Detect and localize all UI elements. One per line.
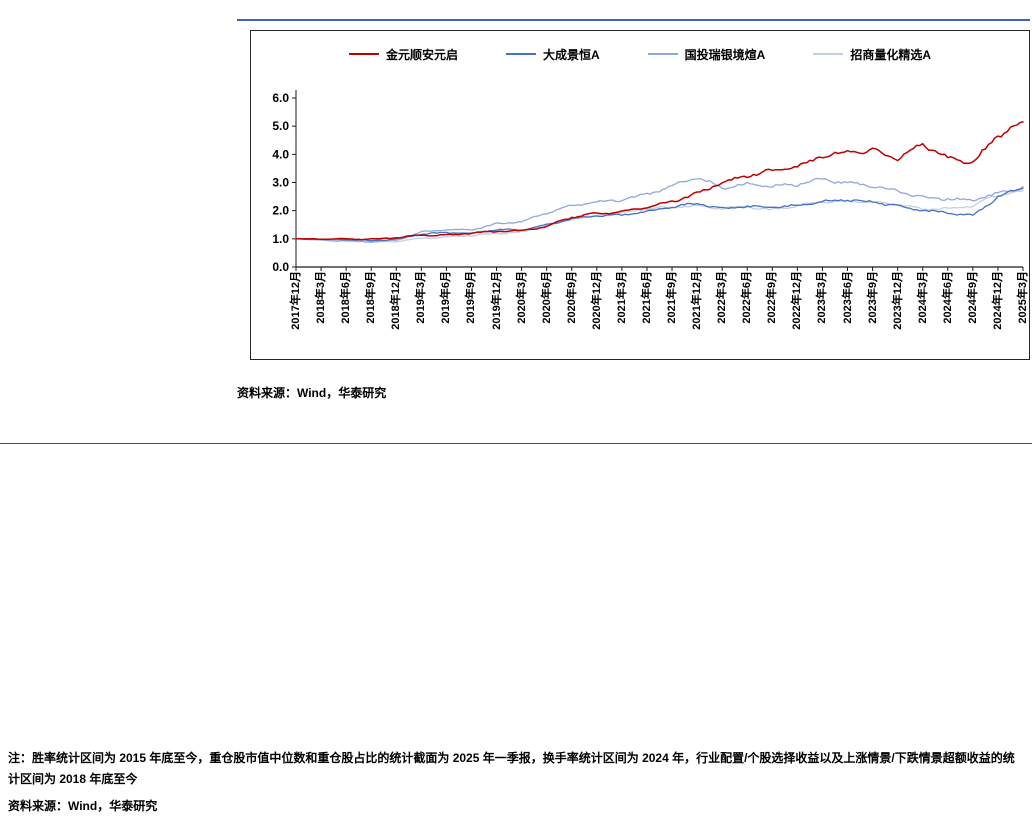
series-line: [295, 121, 1024, 241]
x-axis-label: 2020年12月: [590, 271, 603, 330]
x-axis-label: 2023年12月: [891, 271, 904, 330]
legend-item: 国投瑞银境煊A: [647, 46, 766, 63]
y-axis-tick-label: 0.0: [272, 260, 289, 274]
legend-label: 招商量化精选A: [850, 47, 932, 62]
x-axis-label: 2017年12月: [290, 271, 302, 330]
y-axis-tick-label: 1.0: [272, 232, 289, 246]
legend-line-swatch: [348, 53, 379, 55]
x-axis-label: 2024年9月: [966, 271, 979, 324]
x-axis-label: 2025年3月: [1017, 271, 1029, 324]
footnote-text: 注：胜率统计区间为 2015 年底至今，重仓股市值中位数和重仓股占比的统计截面为…: [8, 751, 1015, 786]
x-axis-label: 2023年9月: [866, 271, 879, 324]
series-line: [295, 190, 1024, 243]
y-axis-tick-label: 5.0: [272, 119, 289, 133]
footnote-source: 资料来源：Wind，华泰研究: [8, 799, 158, 813]
x-axis-label: 2020年6月: [540, 271, 553, 324]
x-axis-label: 2019年12月: [490, 271, 503, 330]
x-axis-label: 2022年3月: [716, 271, 729, 324]
y-axis-tick-label: 3.0: [272, 176, 289, 190]
x-axis-label: 2024年6月: [941, 271, 954, 324]
x-axis-label: 2018年12月: [390, 271, 403, 330]
x-axis-label: 2022年9月: [766, 271, 779, 324]
x-axis-label: 2018年9月: [365, 271, 378, 324]
series-line: [295, 177, 1024, 243]
fund-performance-chart: 金元顺安元启 大成景恒A 国投瑞银境煊A 招商量化精选A 0.0 1.0 2.0 3.0 4.…: [250, 30, 1030, 360]
x-axis-label: 2020年3月: [515, 271, 528, 324]
x-axis-label: 2024年12月: [991, 271, 1004, 330]
x-axis-label: 2024年3月: [916, 271, 929, 324]
y-axis-tick-label: 6.0: [272, 91, 289, 105]
legend-line-swatch: [647, 53, 678, 55]
chart-plot-area: 0.0 1.0 2.0 3.0 4.0 5.0 6.0: [272, 90, 1024, 274]
legend-label: 金元顺安元启: [385, 47, 458, 62]
y-axis-tick-label: 2.0: [272, 204, 289, 218]
x-axis-label: 2019年6月: [440, 271, 453, 324]
x-axis-label: 2018年6月: [340, 271, 353, 324]
legend-line-swatch: [813, 53, 844, 55]
chart-legend: 金元顺安元启 大成景恒A 国投瑞银境煊A 招商量化精选A: [251, 45, 1029, 63]
x-axis-label: 2022年6月: [741, 271, 754, 324]
x-axis-label: 2018年3月: [315, 271, 328, 324]
y-axis-tick-label: 4.0: [272, 147, 289, 161]
figure-top-rule: [237, 19, 1030, 21]
x-axis-label: 2023年3月: [816, 271, 829, 324]
legend-line-swatch: [506, 53, 536, 55]
figure-source-note: 资料来源：Wind，华泰研究: [237, 386, 387, 400]
legend-item: 大成景恒A: [506, 46, 600, 63]
x-axis-label: 2019年3月: [415, 271, 428, 324]
legend-item: 招商量化精选A: [813, 46, 931, 63]
x-axis-label: 2019年9月: [465, 271, 478, 324]
section-divider: [0, 443, 1032, 444]
x-axis-label: 2021年3月: [615, 271, 628, 324]
x-axis-label: 2021年9月: [666, 271, 679, 324]
x-axis-label: 2021年6月: [640, 271, 653, 324]
legend-label: 国投瑞银境煊A: [684, 47, 766, 62]
legend-label: 大成景恒A: [543, 47, 600, 62]
legend-item: 金元顺安元启: [348, 46, 458, 63]
footnote-block: 注：胜率统计区间为 2015 年底至今，重仓股市值中位数和重仓股占比的统计截面为…: [8, 748, 1026, 814]
x-axis-label: 2022年12月: [791, 271, 804, 330]
x-axis-label: 2023年6月: [841, 271, 854, 324]
x-axis-label: 2021年12月: [691, 271, 704, 330]
x-axis-label: 2020年9月: [565, 271, 578, 324]
